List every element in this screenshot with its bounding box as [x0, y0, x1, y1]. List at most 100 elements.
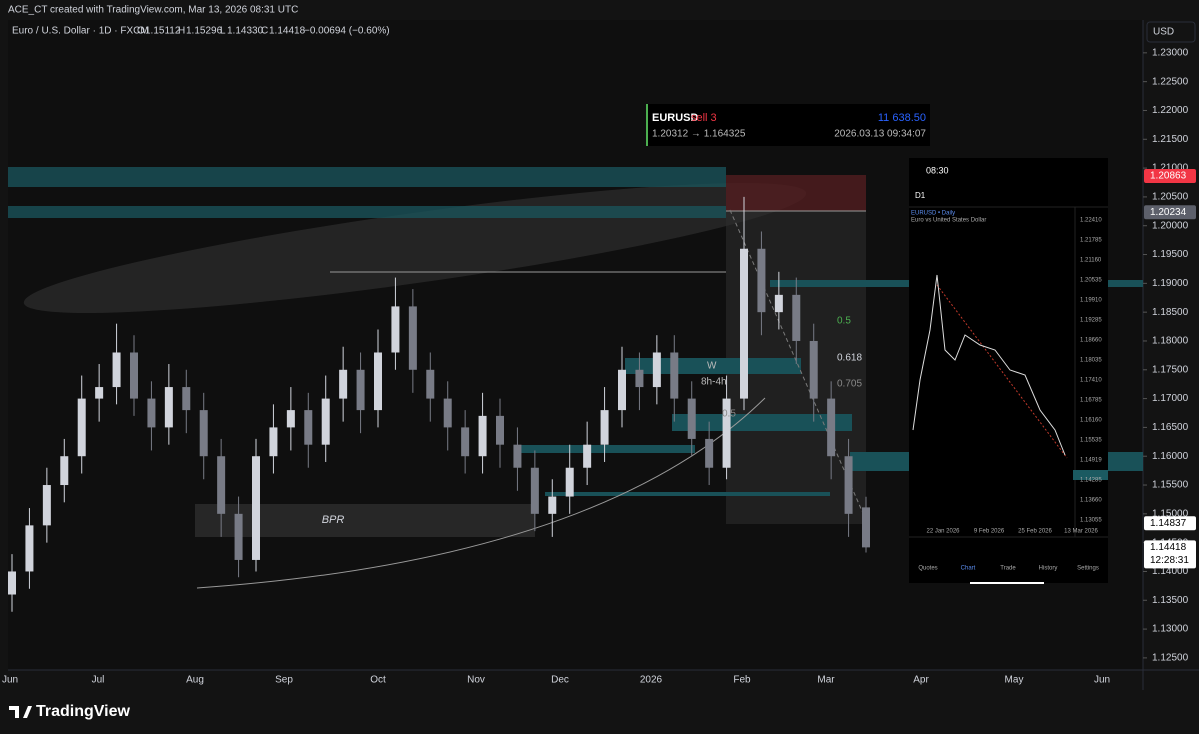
phone-price: 1.16785 [1080, 398, 1102, 404]
phone-price: 1.21160 [1080, 258, 1102, 264]
x-tick-label: Jun [2, 675, 18, 686]
phone-date: 9 Feb 2026 [974, 529, 1005, 535]
y-tick-label: 1.16000 [1152, 451, 1189, 462]
candle-body [164, 387, 173, 428]
x-axis: Jun Jul Aug Sep Oct Nov Dec 2026 Feb Mar Apr May Jun [2, 675, 1110, 686]
candle-body [374, 352, 382, 411]
candle-body [618, 369, 626, 411]
logo-mark [9, 706, 32, 718]
currency-box[interactable] [1146, 21, 1196, 43]
candle-body [461, 427, 470, 457]
candle-body [600, 410, 609, 445]
candle-body [199, 410, 208, 457]
credit: ACE_CT created with TradingView.com, Mar… [8, 5, 298, 16]
candle-body [286, 410, 295, 428]
x-tick-label: Nov [467, 675, 485, 686]
phone-price: 1.21785 [1080, 238, 1102, 244]
phone-price: 1.15535 [1080, 438, 1102, 444]
x-tick-label: Jul [92, 675, 105, 686]
candle-body [844, 456, 853, 514]
candle-body [304, 410, 313, 445]
candle-body [565, 467, 574, 497]
ohlc-label: L [220, 26, 226, 37]
phone-tab: Settings [1077, 566, 1099, 572]
ohlc-label: H [178, 26, 185, 37]
candle-body [391, 306, 400, 353]
price-tag [1144, 205, 1196, 220]
candle-body [130, 352, 138, 399]
y-tick-label: 1.17500 [1152, 364, 1189, 375]
candle-body [740, 248, 748, 399]
fib-level: 0.5 [837, 316, 851, 327]
candle-body [809, 340, 818, 399]
candle-body [774, 294, 783, 313]
phone-price: 1.16160 [1080, 418, 1102, 424]
zones [8, 167, 1143, 589]
ohlc-value: 1.14418 [269, 26, 306, 37]
candle-body [112, 352, 121, 388]
x-tick-label: Sep [275, 675, 293, 686]
candle-body [408, 306, 417, 370]
bpr-zone [195, 504, 535, 537]
phone-tab: Quotes [918, 566, 937, 572]
annotation: BPR [322, 514, 345, 526]
annotation: 8h-4h [701, 377, 727, 388]
phone-labels: 1.22410 1.21785 1.21160 1.20535 1.19910 1.192… [918, 218, 1102, 572]
y-tick-label: 1.21500 [1152, 134, 1189, 145]
phone-price: 1.13660 [1080, 498, 1102, 504]
phone-symbol: EURUSD • Daily [911, 211, 955, 217]
y-tick-label: 1.19000 [1152, 278, 1189, 289]
y-tick-label: 1.15000 [1152, 508, 1189, 519]
candle-body [530, 467, 539, 514]
trade-symbol: EURUSD [652, 112, 699, 124]
price-tag-label: 1.20863 [1150, 171, 1187, 182]
x-tick-label: 2026 [640, 675, 663, 686]
y-tick-label: 1.18000 [1152, 336, 1189, 347]
zone [8, 206, 726, 218]
price-tag [1144, 540, 1196, 569]
countdown: 12:28:31 [1150, 555, 1189, 566]
phone-price: 1.19910 [1080, 298, 1102, 304]
candle-body [548, 496, 557, 514]
y-tick-label: 1.16500 [1152, 422, 1189, 433]
y-tick-label: 1.20500 [1152, 192, 1189, 203]
phone-price: 1.19285 [1080, 318, 1102, 324]
trade-accent [646, 104, 648, 146]
phone-tab: History [1039, 566, 1058, 572]
annotation: W [707, 361, 717, 372]
candle-body [827, 398, 836, 457]
y-tick-label: 1.23000 [1152, 47, 1189, 58]
trade-box [646, 104, 930, 146]
candle-body [147, 398, 156, 428]
phone-price: 1.20535 [1080, 278, 1102, 284]
candle-body [95, 387, 104, 399]
candle-body [42, 485, 51, 526]
candle-body [252, 456, 260, 560]
trade-profit: 11 638.50 [878, 112, 926, 124]
candle-body [478, 415, 487, 457]
zone [625, 358, 801, 374]
phone-inset: 08:30 D1 EURUSD • Daily Euro vs United S… [909, 158, 1108, 584]
ohlc-value: 1.15296 [186, 26, 223, 37]
candle-body [792, 294, 801, 341]
fib-level: 0.705 [837, 379, 862, 390]
candle-body [25, 525, 34, 572]
phone-price: 1.13055 [1080, 518, 1102, 524]
fib-level: 0.618 [837, 353, 862, 364]
phone-trend [936, 284, 1068, 459]
y-tick-label: 1.15500 [1152, 480, 1189, 491]
price-tag [1144, 516, 1196, 531]
zone [672, 414, 852, 431]
logo: TradingView [9, 703, 131, 720]
x-tick-label: Apr [913, 675, 929, 686]
phone-timeframe: D1 [915, 191, 926, 200]
y-tick-label: 1.13000 [1152, 624, 1189, 635]
candle-body [583, 444, 592, 468]
ohlc-label: C [261, 26, 268, 37]
zone [545, 492, 830, 496]
trade-side: sell 3 [691, 112, 717, 124]
phone-zone [1073, 470, 1108, 480]
candle-body [443, 398, 452, 428]
x-tick-label: Aug [186, 675, 204, 686]
candle-body [356, 369, 365, 411]
